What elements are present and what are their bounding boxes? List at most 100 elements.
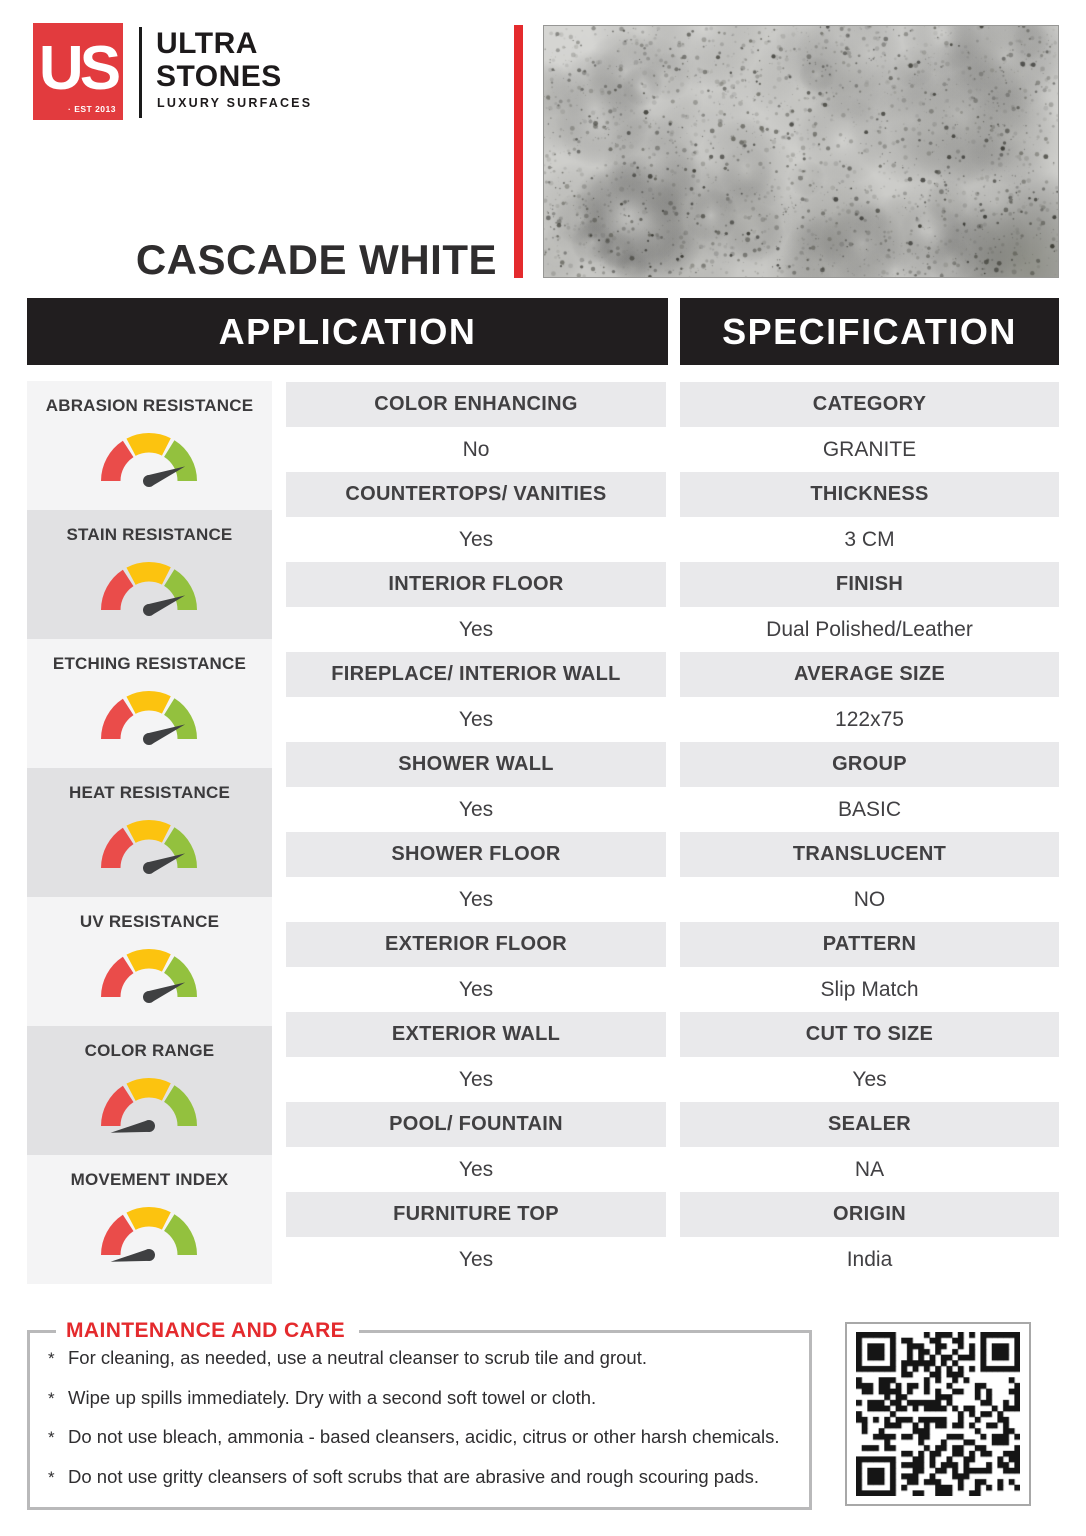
specification-row-label: AVERAGE SIZE — [680, 652, 1059, 697]
application-row-value: Yes — [286, 877, 666, 922]
application-row-value: Yes — [286, 607, 666, 652]
stone-swatch-image — [543, 25, 1059, 278]
brand-logo: US · EST 2013 — [33, 23, 123, 120]
qr-code — [845, 1322, 1031, 1506]
application-row-value: Yes — [286, 517, 666, 562]
rating-title: HEAT RESISTANCE — [68, 783, 231, 802]
specification-row-value: NA — [680, 1147, 1059, 1192]
rating-gauge — [101, 433, 197, 487]
specification-row-label: PATTERN — [680, 922, 1059, 967]
care-bullet: * Wipe up spills immediately. Dry with a … — [48, 1387, 795, 1410]
rating-title: MOVEMENT INDEX — [70, 1170, 229, 1189]
rating-gauge — [101, 820, 197, 874]
gauge-segment-green — [164, 1214, 197, 1255]
specification-row-label: SEALER — [680, 1102, 1059, 1147]
gauge-segment-green — [164, 698, 197, 739]
application-row-value: Yes — [286, 1147, 666, 1192]
application-row-label: EXTERIOR FLOOR — [286, 922, 666, 967]
application-row-label: SHOWER FLOOR — [286, 832, 666, 877]
ratings-column: ABRASION RESISTANCE STAIN RESISTANCE ETC… — [27, 381, 272, 1284]
rating-gauge — [101, 562, 197, 616]
application-row-label: SHOWER WALL — [286, 742, 666, 787]
specification-header-bar: SPECIFICATION — [680, 298, 1059, 365]
application-row-label: COUNTERTOPS/ VANITIES — [286, 472, 666, 517]
specification-column: CATEGORY GRANITE THICKNESS 3 CM FINISH Dual P… — [680, 382, 1059, 1282]
gauge-needle — [146, 466, 186, 487]
gauge-segment-red — [101, 956, 134, 997]
rating-panel: ETCHING RESISTANCE — [27, 639, 272, 768]
asterisk-bullet-icon: * — [48, 1388, 55, 1408]
care-bullet: * Do not use gritty cleansers of soft scr… — [48, 1466, 795, 1489]
specification-row-value: 122x75 — [680, 697, 1059, 742]
gauge-segment-yellow — [126, 562, 171, 585]
rating-panel: STAIN RESISTANCE — [27, 510, 272, 639]
specification-row-value: GRANITE — [680, 427, 1059, 472]
specification-row-value: Dual Polished/Leather — [680, 607, 1059, 652]
brand-name-line1: ULTRA — [156, 27, 258, 60]
specification-row-value: India — [680, 1237, 1059, 1282]
maintenance-care-list: * For cleaning, as needed, use a neutral … — [48, 1347, 795, 1505]
logo-est-text: · EST 2013 — [68, 104, 116, 114]
application-row-label: EXTERIOR WALL — [286, 1012, 666, 1057]
application-row-label: FIREPLACE/ INTERIOR WALL — [286, 652, 666, 697]
product-title: CASCADE WHITE — [135, 236, 497, 283]
specification-row-value: Yes — [680, 1057, 1059, 1102]
application-row-value: No — [286, 427, 666, 472]
gauge-segment-red — [101, 827, 134, 868]
application-row-value: Yes — [286, 697, 666, 742]
maintenance-care-box: MAINTENANCE AND CARE * For cleaning, as n… — [27, 1318, 812, 1510]
application-row-value: Yes — [286, 787, 666, 832]
gauge-segment-red — [101, 698, 134, 739]
specification-row-label: TRANSLUCENT — [680, 832, 1059, 877]
application-row-label: FURNITURE TOP — [286, 1192, 666, 1237]
gauge-segment-yellow — [126, 691, 171, 714]
care-bullet-text: Do not use gritty cleansers of soft scru… — [68, 1465, 760, 1487]
maintenance-care-title: MAINTENANCE AND CARE — [56, 1318, 360, 1344]
asterisk-bullet-icon: * — [48, 1428, 55, 1447]
specification-row-label: CUT TO SIZE — [680, 1012, 1059, 1057]
care-bullet-text: Wipe up spills immediately. Dry with a s… — [68, 1386, 597, 1408]
gauge-segment-red — [101, 1085, 134, 1126]
rating-title: ETCHING RESISTANCE — [52, 654, 247, 673]
logo-monogram: US — [38, 34, 121, 103]
gauge-segment-yellow — [126, 433, 171, 456]
specification-row-value: NO — [680, 877, 1059, 922]
rating-title: ABRASION RESISTANCE — [45, 396, 254, 415]
specification-row-label: GROUP — [680, 742, 1059, 787]
application-column: COLOR ENHANCING No COUNTERTOPS/ VANITIES Ye… — [286, 382, 666, 1282]
care-bullet: * Do not use bleach, ammonia - based clea… — [48, 1426, 795, 1449]
application-row-label: COLOR ENHANCING — [286, 382, 666, 427]
qr-code-canvas — [856, 1332, 1020, 1496]
rating-gauge — [101, 949, 197, 1003]
rating-title: COLOR RANGE — [84, 1041, 215, 1060]
rating-title: STAIN RESISTANCE — [66, 525, 233, 544]
gauge-segment-yellow — [126, 949, 171, 972]
gauge-needle — [146, 595, 186, 616]
rating-panel: HEAT RESISTANCE — [27, 768, 272, 897]
brand-name: ULTRA STONES — [156, 27, 282, 93]
application-header-bar: APPLICATION — [27, 298, 668, 365]
rating-title: UV RESISTANCE — [79, 912, 220, 931]
gauge-segment-green — [164, 1085, 197, 1126]
specification-row-value: Slip Match — [680, 967, 1059, 1012]
gauge-needle — [110, 1120, 151, 1133]
rating-panel: UV RESISTANCE — [27, 897, 272, 1026]
application-row-value: Yes — [286, 967, 666, 1012]
specification-row-label: FINISH — [680, 562, 1059, 607]
gauge-needle — [146, 724, 186, 745]
rating-gauge — [101, 1207, 197, 1262]
specification-row-value: BASIC — [680, 787, 1059, 832]
rating-panel: MOVEMENT INDEX — [27, 1155, 272, 1284]
specification-row-label: THICKNESS — [680, 472, 1059, 517]
gauge-segment-red — [101, 440, 134, 481]
application-row-label: INTERIOR FLOOR — [286, 562, 666, 607]
specification-row-value: 3 CM — [680, 517, 1059, 562]
rating-gauge — [101, 691, 197, 745]
asterisk-bullet-icon: * — [48, 1349, 55, 1368]
gauge-segment-green — [164, 569, 197, 610]
gauge-segment-yellow — [126, 1207, 171, 1230]
gauge-needle — [146, 982, 186, 1003]
specification-row-label: CATEGORY — [680, 382, 1059, 427]
gauge-segment-yellow — [126, 1078, 171, 1101]
gauge-segment-green — [164, 440, 197, 481]
